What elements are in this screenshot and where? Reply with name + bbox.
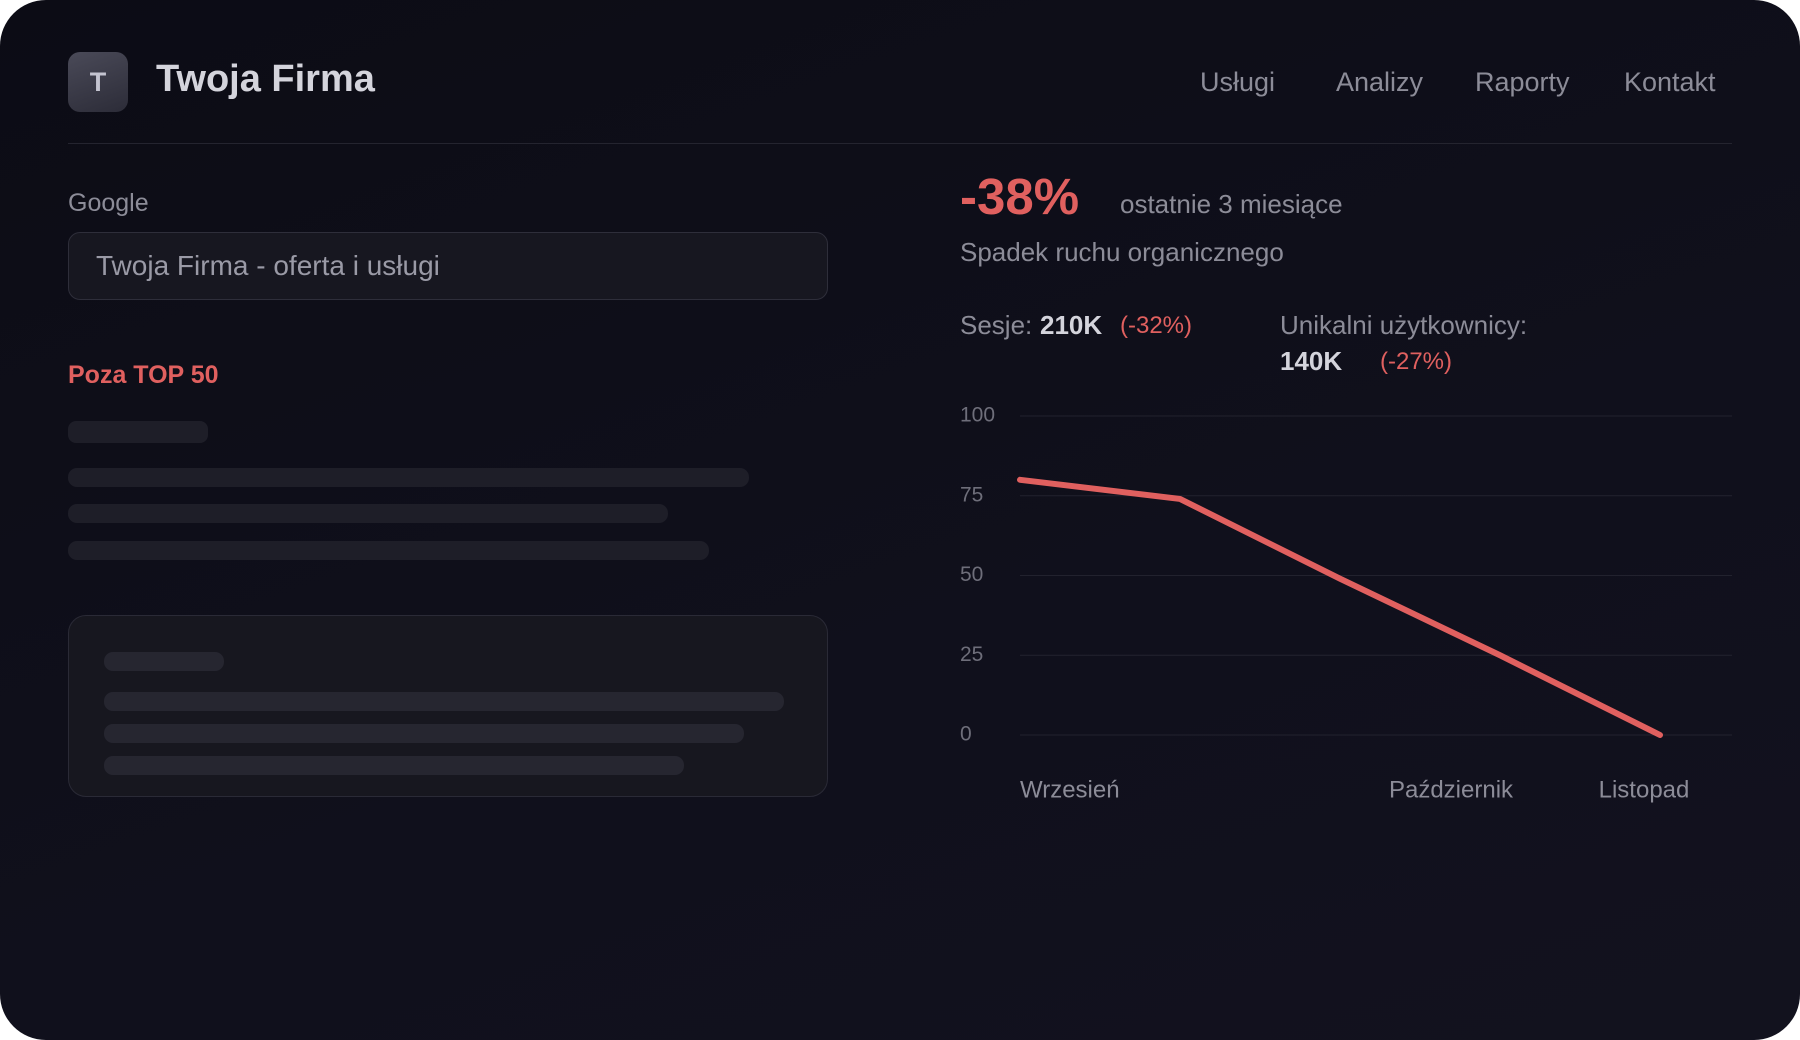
skeleton (68, 468, 749, 487)
x-tick-label: Listopad (1599, 776, 1690, 803)
skeleton (68, 421, 208, 443)
sessions-label: Sesje: (960, 310, 1033, 340)
ranking: Poza TOP 50 (68, 361, 219, 389)
nav-link[interactable]: Analizy (1336, 67, 1424, 97)
search-box[interactable] (68, 232, 828, 300)
users-label: Unikalni użytkownicy: (1280, 310, 1528, 340)
skeleton (104, 756, 684, 775)
y-tick-label: 100 (960, 404, 995, 427)
nav-link[interactable]: Raporty (1475, 67, 1570, 97)
period: ostatnie 3 miesiące (1120, 189, 1343, 219)
y-tick-label: 75 (960, 483, 983, 506)
change: -38% (960, 168, 1080, 225)
skeleton (68, 504, 668, 523)
users-change: (-27%) (1380, 348, 1453, 375)
skeleton (68, 541, 709, 560)
divider (68, 143, 1732, 144)
sessions-value: 210K (1040, 310, 1103, 340)
caption: Spadek ruchu organicznego (960, 237, 1284, 267)
search-label: Google (68, 189, 149, 217)
users-value: 140K (1280, 346, 1343, 376)
chart: 0 25 50 75 100 Wrzesień Październik Listopad (960, 404, 1732, 803)
search-query: Twoja Firma - oferta i usługi (96, 250, 440, 281)
y-tick-label: 25 (960, 643, 983, 666)
y-tick-label: 0 (960, 723, 972, 746)
skeleton (104, 724, 744, 743)
logo[interactable]: T (68, 52, 128, 112)
nav-link[interactable]: Usługi (1200, 67, 1276, 97)
skeleton (104, 692, 784, 711)
skeleton (104, 652, 224, 671)
x-tick-label: Październik (1389, 776, 1514, 803)
sessions-change: (-32%) (1120, 312, 1193, 339)
site-title[interactable]: Twoja Firma (156, 58, 375, 100)
line (1017, 476, 1663, 738)
y-tick-label: 50 (960, 563, 983, 586)
nav-link[interactable]: Kontakt (1624, 67, 1716, 97)
x-tick-label: Wrzesień (1020, 776, 1120, 803)
